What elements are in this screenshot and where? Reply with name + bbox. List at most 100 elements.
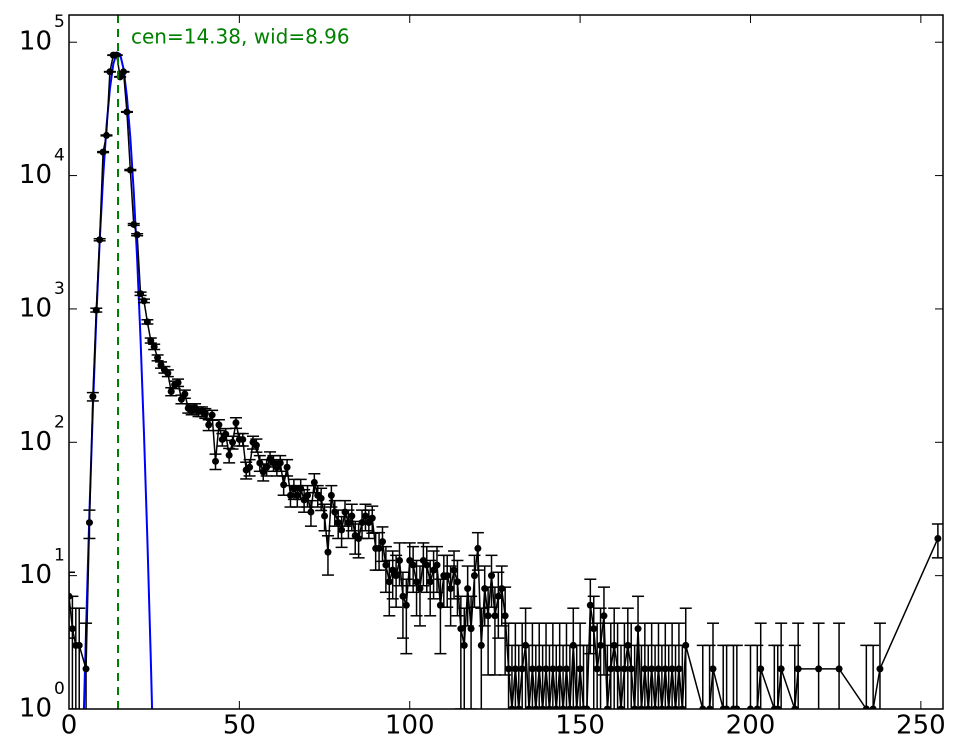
y-tick-label: 10 (19, 694, 52, 724)
data-point (164, 369, 172, 377)
data-point (426, 578, 434, 586)
data-point (310, 478, 318, 486)
data-point (515, 705, 523, 709)
y-tick-label: 10 (19, 27, 52, 57)
data-point (399, 592, 407, 600)
data-point (791, 705, 799, 709)
y-tick-label: 10 (19, 560, 52, 590)
data-point (307, 508, 315, 516)
data-point (286, 491, 294, 499)
error-bar (587, 595, 600, 709)
data-point (552, 705, 560, 709)
data-point (566, 705, 574, 709)
data-point (85, 519, 93, 527)
data-point (256, 459, 264, 467)
frame (68, 14, 944, 710)
data-point (433, 561, 441, 569)
error-bar (69, 595, 79, 709)
data-point (733, 705, 741, 709)
data-point (627, 665, 635, 673)
data-point (815, 665, 823, 673)
data-point (597, 641, 605, 649)
y-tick-exponent: 4 (54, 146, 65, 166)
data-point (753, 705, 761, 709)
data-point (535, 665, 543, 673)
data-point (603, 705, 611, 709)
data-point (344, 519, 352, 527)
data-point (665, 705, 673, 709)
data-point (229, 438, 237, 446)
data-point (423, 561, 431, 569)
data-line (69, 54, 939, 709)
data-point (474, 544, 482, 552)
y-tick-exponent: 2 (54, 412, 65, 432)
data-point (505, 665, 513, 673)
error-bar (621, 607, 634, 709)
data-point (140, 297, 148, 305)
data-point (464, 585, 472, 593)
data-point (654, 665, 662, 673)
x-tick-label: 150 (555, 711, 605, 741)
data-point (593, 665, 601, 673)
data-point (276, 459, 284, 467)
data-point (545, 705, 553, 709)
data-point (586, 601, 594, 609)
data-point (317, 494, 325, 502)
data-point (232, 419, 240, 427)
y-tick-label: 10 (19, 427, 52, 457)
error-bar (519, 607, 532, 709)
data-point (637, 705, 645, 709)
data-point (126, 166, 134, 174)
data-point (501, 612, 509, 620)
data-point (450, 566, 458, 574)
data-point (631, 705, 639, 709)
data-point (934, 534, 942, 542)
data-point (416, 585, 424, 593)
data-point (368, 514, 376, 522)
data-point (661, 665, 669, 673)
data-point (539, 705, 547, 709)
data-point (757, 665, 765, 673)
data-point (777, 665, 785, 673)
data-point (525, 705, 533, 709)
data-point (324, 548, 332, 556)
x-tick-label: 50 (223, 711, 256, 741)
data-point (614, 665, 622, 673)
data-point (212, 457, 220, 465)
data-point (409, 561, 417, 569)
data-point (508, 705, 516, 709)
y-tick-exponent: 5 (54, 12, 65, 32)
data-point (143, 318, 151, 326)
data-point (624, 641, 632, 649)
data-point (457, 625, 465, 633)
data-point (239, 435, 247, 443)
data-point (133, 231, 141, 239)
data-point (225, 451, 233, 459)
data-point (69, 625, 76, 633)
data-point (102, 131, 110, 139)
data-point (511, 665, 519, 673)
data-point (167, 388, 175, 396)
data-point (96, 236, 104, 244)
x-tick-label: 0 (61, 711, 78, 741)
data-point (402, 601, 410, 609)
data-point (92, 306, 100, 314)
data-point (467, 625, 475, 633)
data-point (321, 512, 329, 520)
data-point (518, 665, 526, 673)
data-point (201, 409, 209, 417)
data-point (338, 526, 346, 534)
data-point (556, 665, 564, 673)
data-point (835, 665, 843, 673)
data-point (672, 705, 680, 709)
data-point (559, 705, 567, 709)
data-point (620, 665, 628, 673)
data-point (488, 572, 496, 580)
data-point (205, 421, 213, 429)
data-point (641, 665, 649, 673)
data-point (491, 612, 499, 620)
data-point (658, 705, 666, 709)
data-point (293, 491, 301, 499)
y-tick-label: 10 (19, 160, 52, 190)
